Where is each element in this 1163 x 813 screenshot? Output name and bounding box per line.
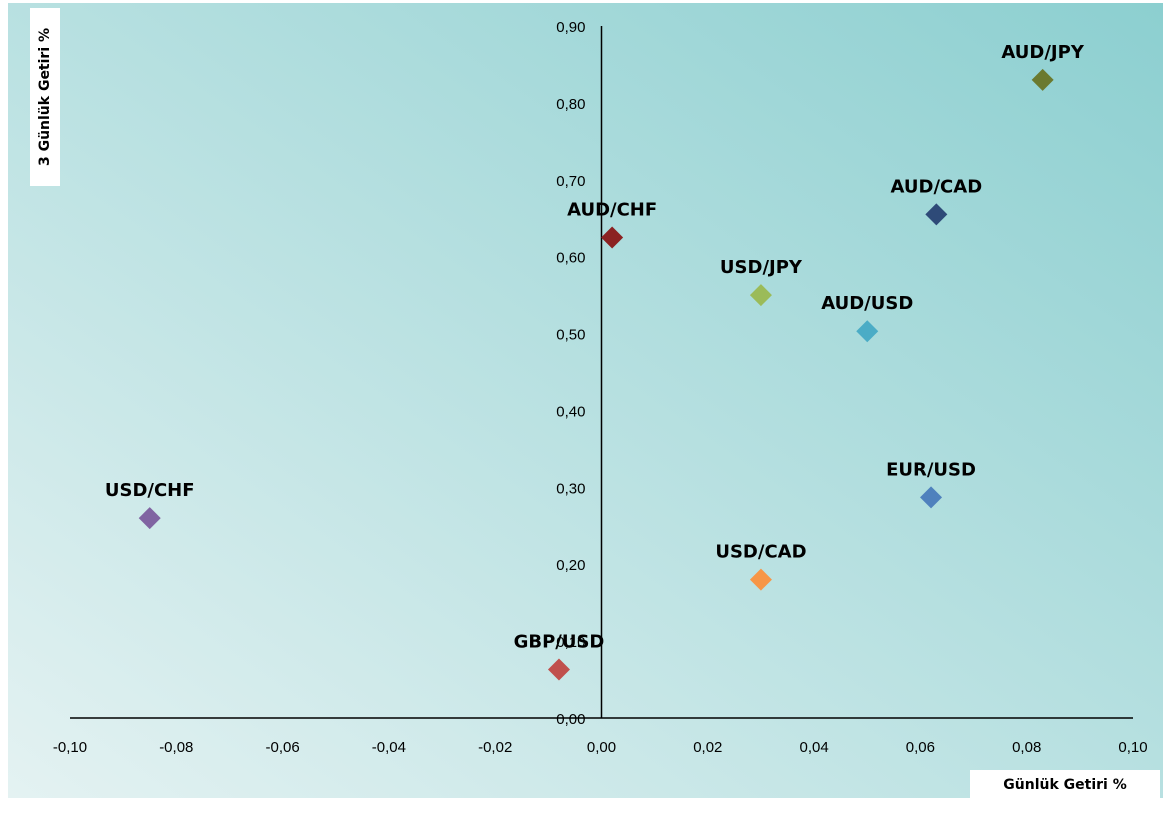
axes: [70, 26, 1133, 719]
y-tick-label: 0,30: [556, 480, 585, 497]
scatter-point: [1031, 68, 1054, 91]
y-tick-label: 0,20: [556, 557, 585, 574]
scatter-point: [749, 284, 772, 307]
y-tick-label: 0,60: [556, 250, 585, 267]
y-axis-title-text: 3 Günlük Getiri %: [37, 27, 53, 167]
x-tick-label: 0,10: [1118, 739, 1147, 756]
y-tick-label: 0,70: [556, 173, 585, 190]
scatter-point: [547, 658, 570, 681]
y-tick-label: 0,00: [556, 711, 585, 728]
x-tick-label: -0,04: [372, 739, 406, 756]
scatter-point: [920, 486, 943, 509]
x-tick-label: -0,08: [159, 739, 193, 756]
x-axis-title: Günlük Getiri %: [970, 770, 1160, 800]
y-axis-title: 3 Günlük Getiri %: [30, 8, 60, 186]
y-tick-label: 0,40: [556, 403, 585, 420]
plot-background: [8, 3, 1163, 798]
data-label: AUD/JPY: [1001, 42, 1084, 63]
data-points: [138, 68, 1054, 681]
x-tick-label: -0,06: [265, 739, 299, 756]
x-tick-label: 0,08: [1012, 739, 1041, 756]
data-label: AUD/CHF: [567, 199, 657, 220]
data-label: AUD/USD: [821, 293, 913, 314]
scatter-point: [601, 226, 624, 249]
x-tick-label: 0,02: [693, 739, 722, 756]
scatter-point: [749, 568, 772, 591]
data-label: AUD/CAD: [891, 176, 983, 197]
y-tick-label: 0,10: [556, 634, 585, 651]
scatter-point: [925, 203, 948, 226]
tick-labels: -0,10 -0,08 -0,06 -0,04 -0,02 0,00 0,02 0,04 0,0…: [53, 19, 1148, 756]
scatter-point: [856, 320, 879, 343]
x-tick-label: -0,10: [53, 739, 87, 756]
data-label: EUR/USD: [886, 459, 976, 480]
y-tick-label: 0,50: [556, 327, 585, 344]
data-label: GBP/USD: [514, 632, 605, 653]
x-tick-label: 0,06: [906, 739, 935, 756]
scatter-point: [138, 507, 161, 530]
x-tick-label: -0,02: [478, 739, 512, 756]
data-label: USD/JPY: [720, 257, 803, 278]
y-tick-label: 0,90: [556, 19, 585, 36]
data-label: USD/CHF: [105, 480, 195, 501]
x-tick-label: 0,00: [587, 739, 616, 756]
x-tick-label: 0,04: [799, 739, 828, 756]
y-tick-label: 0,80: [556, 96, 585, 113]
data-label: USD/CAD: [715, 542, 806, 563]
data-labels: AUD/JPY AUD/CAD AUD/CHF USD/JPY AUD/USD EUR/U…: [105, 42, 1085, 653]
